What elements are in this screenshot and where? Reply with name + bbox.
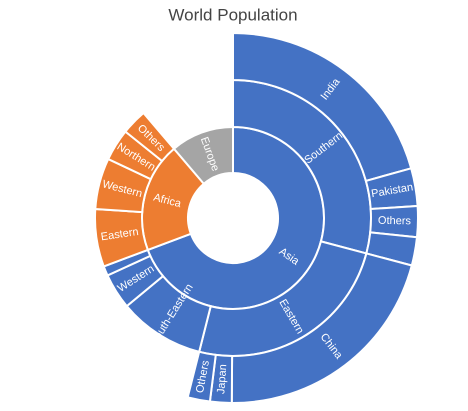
segment-label: Others <box>378 215 412 228</box>
segment-label: Japan <box>215 364 229 395</box>
chart-title: World Population <box>168 5 297 24</box>
segment-label: Eastern <box>100 226 139 243</box>
sunburst-segment <box>172 125 234 186</box>
